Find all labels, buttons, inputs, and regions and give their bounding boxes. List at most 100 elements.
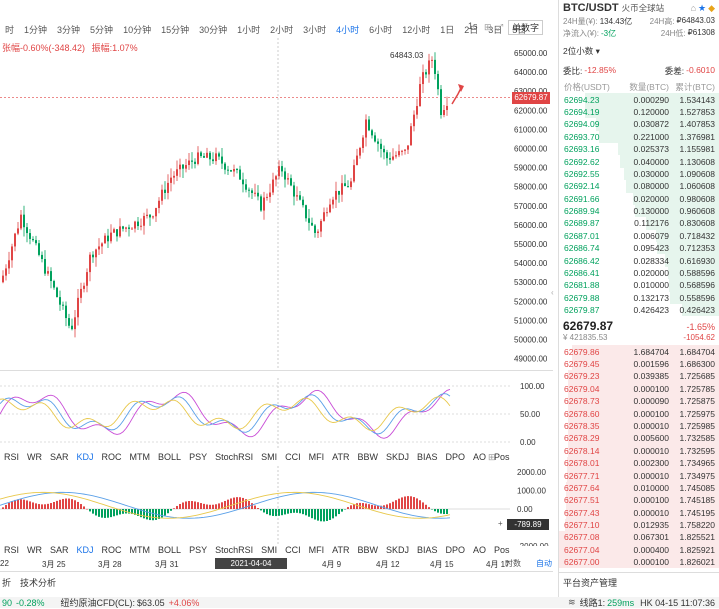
bid-row[interactable]: 62693.16 0.025373 1.155981 — [559, 142, 719, 156]
ask-row[interactable]: 62678.35 0.000010 1.725985 — [559, 419, 719, 433]
ask-row[interactable]: 62677.51 0.000100 1.745185 — [559, 494, 719, 507]
ask-row[interactable]: 62677.10 0.012935 1.758220 — [559, 518, 719, 532]
panel-collapse-icon[interactable]: ‹ — [551, 288, 554, 297]
precision-select[interactable]: 2位小数 ▾ — [559, 39, 719, 57]
candlestick-chart[interactable]: 65000.00 64000.00 63000.00 62000.00 61000.00… — [0, 38, 553, 370]
bid-row[interactable]: 62694.23 0.000290 1.534143 — [559, 93, 719, 106]
timeframe-13[interactable]: 1日 — [440, 24, 455, 35]
indicator-ao-1[interactable]: AO — [473, 452, 487, 462]
indicator-wr-1[interactable]: WR — [27, 452, 43, 462]
ask-row[interactable]: 62678.60 0.000100 1.725975 — [559, 407, 719, 420]
indicator-stochrsi-1[interactable]: StochRSI — [215, 452, 254, 462]
bid-row[interactable]: 62693.70 0.221000 1.376981 — [559, 130, 719, 143]
indicator-cci-1[interactable]: CCI — [285, 452, 301, 462]
grid-icon[interactable]: ⊞ — [484, 22, 492, 32]
timeframe-7[interactable]: 1小时 — [237, 24, 261, 35]
timeframe-14[interactable]: 2日 — [464, 24, 479, 35]
chart-area[interactable]: 时 1分钟 3分钟 5分钟 10分钟 15分钟 30分钟 1小时 2小时 3小时 4小时 6小时 12小… — [0, 0, 553, 598]
bid-row[interactable]: 62692.62 0.040000 1.130608 — [559, 155, 719, 168]
indicator-cci-2[interactable]: CCI — [285, 545, 301, 555]
ask-row[interactable]: 62678.73 0.000090 1.725875 — [559, 394, 719, 408]
indicator-mfi-2[interactable]: MFI — [308, 545, 325, 555]
indicator-bias-2[interactable]: BIAS — [417, 545, 438, 555]
indicator-mtm-2[interactable]: MTM — [129, 545, 151, 555]
bid-row[interactable]: 62689.87 0.112176 0.830608 — [559, 217, 719, 230]
timeframe-8[interactable]: 2小时 — [270, 24, 294, 35]
settings-icon-1[interactable]: ⊞ — [488, 452, 496, 462]
seconds-label[interactable]: 1s — [468, 21, 478, 31]
indicator-position-2[interactable]: Position — [494, 545, 510, 555]
bid-row[interactable]: 62679.87 0.426423 0.426423 — [559, 304, 719, 317]
bid-row[interactable]: 62681.88 0.010000 0.568596 — [559, 279, 719, 292]
indicator-ao-2[interactable]: AO — [473, 545, 487, 555]
bid-row[interactable]: 62686.74 0.095423 0.712353 — [559, 242, 719, 255]
ask-row[interactable]: 62677.64 0.010000 1.745085 — [559, 481, 719, 495]
indicator-smi-1[interactable]: SMI — [261, 452, 278, 462]
indicator-skdj-2[interactable]: SKDJ — [385, 545, 409, 555]
auto-label[interactable]: 自动 — [536, 559, 552, 568]
indicator-kdj-2[interactable]: KDJ — [76, 545, 94, 555]
timeframe-16[interactable]: 5日 — [512, 24, 527, 35]
indicator-bbw-1[interactable]: BBW — [357, 452, 378, 462]
bid-row[interactable]: 62692.14 0.080000 1.060608 — [559, 180, 719, 193]
indicator-sar-1[interactable]: SAR — [50, 452, 69, 462]
timezone-label[interactable]: 时数 — [505, 559, 521, 568]
ask-row[interactable]: 62677.04 0.000400 1.825921 — [559, 543, 719, 557]
indicator-boll-2[interactable]: BOLL — [158, 545, 182, 555]
ask-row[interactable]: 62679.04 0.000100 1.725785 — [559, 382, 719, 395]
platform-asset-link[interactable]: 平台资产管理 — [559, 572, 719, 592]
indicator-skdj-1[interactable]: SKDJ — [385, 452, 409, 462]
tab-technical-analysis[interactable]: 技术分析 — [20, 578, 57, 588]
macd-plus-icon[interactable]: + — [498, 519, 503, 528]
bid-row[interactable]: 62686.42 0.028334 0.616930 — [559, 254, 719, 267]
ask-row[interactable]: 62677.00 0.000100 1.826021 — [559, 556, 719, 569]
timeframe-4[interactable]: 10分钟 — [123, 24, 152, 35]
indicator-psy-1[interactable]: PSY — [189, 452, 208, 462]
bid-row[interactable]: 62689.94 0.130000 0.960608 — [559, 204, 719, 218]
star-icon[interactable]: ★ — [698, 2, 707, 13]
ask-row[interactable]: 62678.29 0.005600 1.732585 — [559, 432, 719, 445]
timeframe-2[interactable]: 3分钟 — [57, 24, 81, 35]
indicator-boll-1[interactable]: BOLL — [158, 452, 182, 462]
mode-select[interactable]: 单数字 — [508, 20, 544, 35]
bid-row[interactable]: 62694.19 0.120000 1.527853 — [559, 105, 719, 119]
fullscreen-icon[interactable]: ⤢ — [496, 22, 504, 32]
timeframe-1[interactable]: 1分钟 — [24, 24, 48, 35]
indicator-dpo-1[interactable]: DPO — [445, 452, 466, 462]
indicator-rsi-1[interactable]: RSI — [4, 452, 20, 462]
indicator-rsi-2[interactable]: RSI — [4, 545, 20, 555]
ask-row[interactable]: 62677.08 0.067301 1.825521 — [559, 531, 719, 544]
indicator-bbw-2[interactable]: BBW — [357, 545, 378, 555]
bid-row[interactable]: 62694.09 0.030872 1.407853 — [559, 118, 719, 131]
timeframe-0[interactable]: 时 — [5, 24, 15, 35]
timeframe-10[interactable]: 4小时 — [336, 24, 360, 35]
oil-label[interactable]: 纽约原油CFD(CL): — [60, 598, 136, 608]
oscillator-chart[interactable]: 100.00 50.00 0.00 — [0, 378, 553, 450]
ask-row[interactable]: 62679.45 0.001596 1.686300 — [559, 357, 719, 371]
ask-row[interactable]: 62677.43 0.000010 1.745195 — [559, 506, 719, 519]
ask-row[interactable]: 62678.01 0.002300 1.734965 — [559, 456, 719, 470]
ask-row[interactable]: 62678.14 0.000010 1.732595 — [559, 444, 719, 457]
indicator-psy-2[interactable]: PSY — [189, 545, 208, 555]
macd-chart[interactable]: 2000.00 1000.00 0.00 -2000.00 — [0, 466, 553, 546]
indicator-atr-1[interactable]: ATR — [332, 452, 350, 462]
bid-row[interactable]: 62687.01 0.006079 0.718432 — [559, 229, 719, 243]
timeframe-12[interactable]: 12小时 — [402, 24, 431, 35]
tab-legacy[interactable]: 折 — [2, 578, 12, 588]
indicator-roc-2[interactable]: ROC — [101, 545, 122, 555]
bid-row[interactable]: 62679.88 0.132173 0.558596 — [559, 291, 719, 305]
indicator-kdj-1[interactable]: KDJ — [76, 452, 94, 462]
line-label[interactable]: 线路1: — [579, 598, 606, 608]
timeframe-6[interactable]: 30分钟 — [199, 24, 228, 35]
timeframe-3[interactable]: 5分钟 — [90, 24, 114, 35]
pro-badge-icon[interactable]: ◆ — [708, 2, 715, 13]
bid-row[interactable]: 62692.55 0.030000 1.090608 — [559, 167, 719, 181]
indicator-sar-2[interactable]: SAR — [50, 545, 69, 555]
ask-row[interactable]: 62679.23 0.039385 1.725685 — [559, 370, 719, 383]
indicator-wr-2[interactable]: WR — [27, 545, 43, 555]
ask-row[interactable]: 62679.86 1.684704 1.684704 — [559, 345, 719, 358]
indicator-atr-2[interactable]: ATR — [332, 545, 350, 555]
indicator-stochrsi-2[interactable]: StochRSI — [215, 545, 254, 555]
ask-row[interactable]: 62677.71 0.000010 1.734975 — [559, 469, 719, 482]
timeframe-15[interactable]: 3日 — [488, 24, 503, 35]
